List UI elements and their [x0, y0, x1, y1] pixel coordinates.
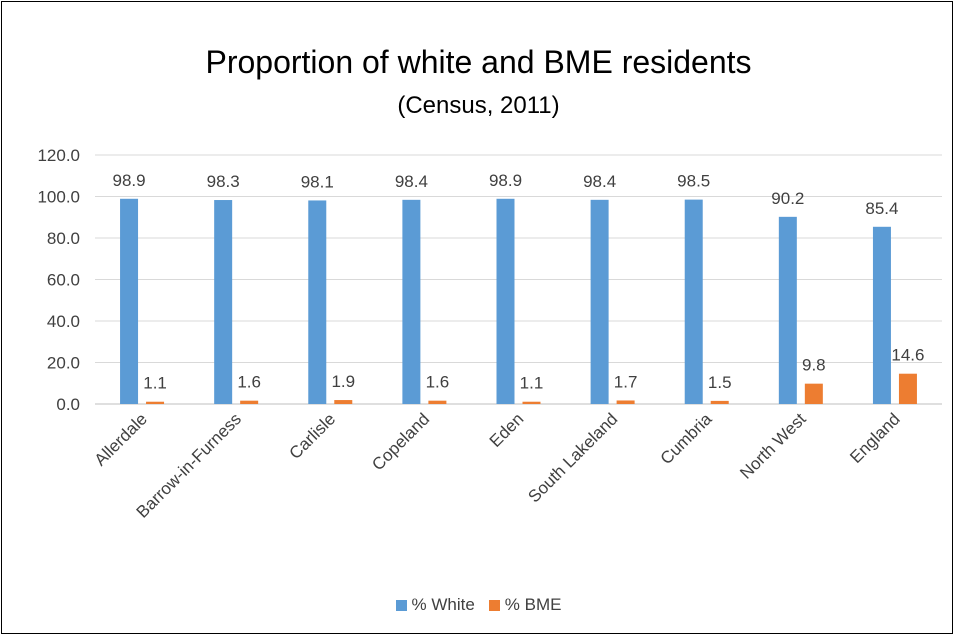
y-tick-label: 100.0 — [37, 188, 80, 207]
x-tick-label: Eden — [486, 409, 528, 451]
bar-white — [214, 200, 233, 404]
chart-title: Proportion of white and BME residents — [205, 44, 752, 80]
legend-swatch-bme — [488, 599, 500, 611]
data-label-bme: 1.1 — [143, 374, 167, 393]
bar-bme — [804, 383, 823, 404]
data-label-bme: 1.5 — [708, 373, 732, 392]
data-label-white: 98.9 — [113, 171, 146, 190]
x-tick-label: Cumbria — [657, 409, 716, 468]
bar-bme — [710, 400, 729, 404]
data-label-white: 90.2 — [771, 189, 804, 208]
legend-item-white: % White — [395, 595, 475, 615]
legend-item-bme: % BME — [488, 595, 562, 615]
y-tick-label: 80.0 — [47, 229, 80, 248]
y-tick-label: 0.0 — [56, 395, 80, 414]
chart-subtitle: (Census, 2011) — [397, 92, 560, 119]
x-tick-label: Copeland — [368, 409, 433, 474]
data-label-white: 98.5 — [677, 172, 710, 191]
bar-bme — [334, 400, 353, 404]
data-label-bme: 14.6 — [891, 346, 924, 365]
bar-white — [308, 200, 327, 404]
bar-bme — [240, 400, 259, 404]
data-label-bme: 1.6 — [237, 373, 261, 392]
y-tick-label: 20.0 — [47, 354, 80, 373]
bar-bme — [898, 373, 917, 404]
y-tick-label: 40.0 — [47, 312, 80, 331]
data-label-white: 98.3 — [207, 172, 240, 191]
data-label-white: 85.4 — [865, 199, 898, 218]
bar-white — [778, 216, 797, 404]
bar-bme — [146, 401, 165, 404]
data-label-white: 98.4 — [583, 172, 616, 191]
legend-label-white: % White — [411, 595, 475, 614]
y-tick-label: 120.0 — [37, 146, 80, 165]
bar-white — [402, 199, 421, 404]
data-label-bme: 1.1 — [520, 374, 544, 393]
y-tick-label: 60.0 — [47, 271, 80, 290]
x-tick-label: South Lakeland — [524, 409, 621, 506]
legend-swatch-white — [395, 599, 407, 611]
legend-label-bme: % BME — [504, 595, 562, 614]
data-label-bme: 9.8 — [802, 356, 826, 375]
bar-white — [496, 198, 515, 404]
bar-bme — [616, 400, 635, 404]
x-tick-label: North West — [736, 409, 810, 483]
bar-white — [590, 199, 609, 404]
bar-bme — [522, 401, 541, 404]
data-label-bme: 1.6 — [426, 373, 450, 392]
data-label-bme: 1.9 — [331, 372, 355, 391]
x-tick-label: Barrow-in-Furness — [133, 409, 245, 521]
x-tick-label: Carlisle — [286, 409, 340, 463]
bar-white — [872, 226, 891, 404]
x-tick-label: England — [846, 409, 904, 467]
bar-bme — [428, 400, 447, 404]
x-tick-label: Allerdale — [91, 409, 151, 469]
bar-white — [684, 199, 703, 404]
data-label-bme: 1.7 — [614, 372, 638, 391]
data-label-white: 98.1 — [301, 172, 334, 191]
data-label-white: 98.9 — [489, 171, 522, 190]
data-label-white: 98.4 — [395, 172, 428, 191]
bar-white — [120, 198, 139, 404]
legend: % White % BME — [0, 595, 957, 615]
